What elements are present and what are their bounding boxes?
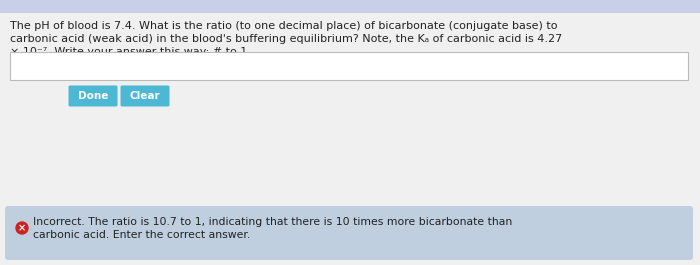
FancyBboxPatch shape — [120, 86, 169, 107]
Text: carbonic acid. Enter the correct answer.: carbonic acid. Enter the correct answer. — [33, 230, 251, 240]
FancyBboxPatch shape — [0, 0, 700, 13]
Text: carbonic acid (weak acid) in the blood's buffering equilibrium? Note, the Kₐ of : carbonic acid (weak acid) in the blood's… — [10, 34, 562, 44]
Circle shape — [16, 222, 28, 234]
FancyBboxPatch shape — [5, 206, 693, 260]
Text: Clear: Clear — [130, 91, 160, 101]
Text: Done: Done — [78, 91, 108, 101]
Text: The pH of blood is 7.4. What is the ratio (to one decimal place) of bicarbonate : The pH of blood is 7.4. What is the rati… — [10, 21, 557, 31]
Text: × 10⁻⁷. Write your answer this way: # to 1: × 10⁻⁷. Write your answer this way: # to… — [10, 47, 247, 57]
FancyBboxPatch shape — [10, 52, 688, 80]
FancyBboxPatch shape — [69, 86, 118, 107]
Text: Incorrect. The ratio is 10.7 to 1, indicating that there is 10 times more bicarb: Incorrect. The ratio is 10.7 to 1, indic… — [33, 217, 512, 227]
Text: ×: × — [18, 223, 26, 233]
